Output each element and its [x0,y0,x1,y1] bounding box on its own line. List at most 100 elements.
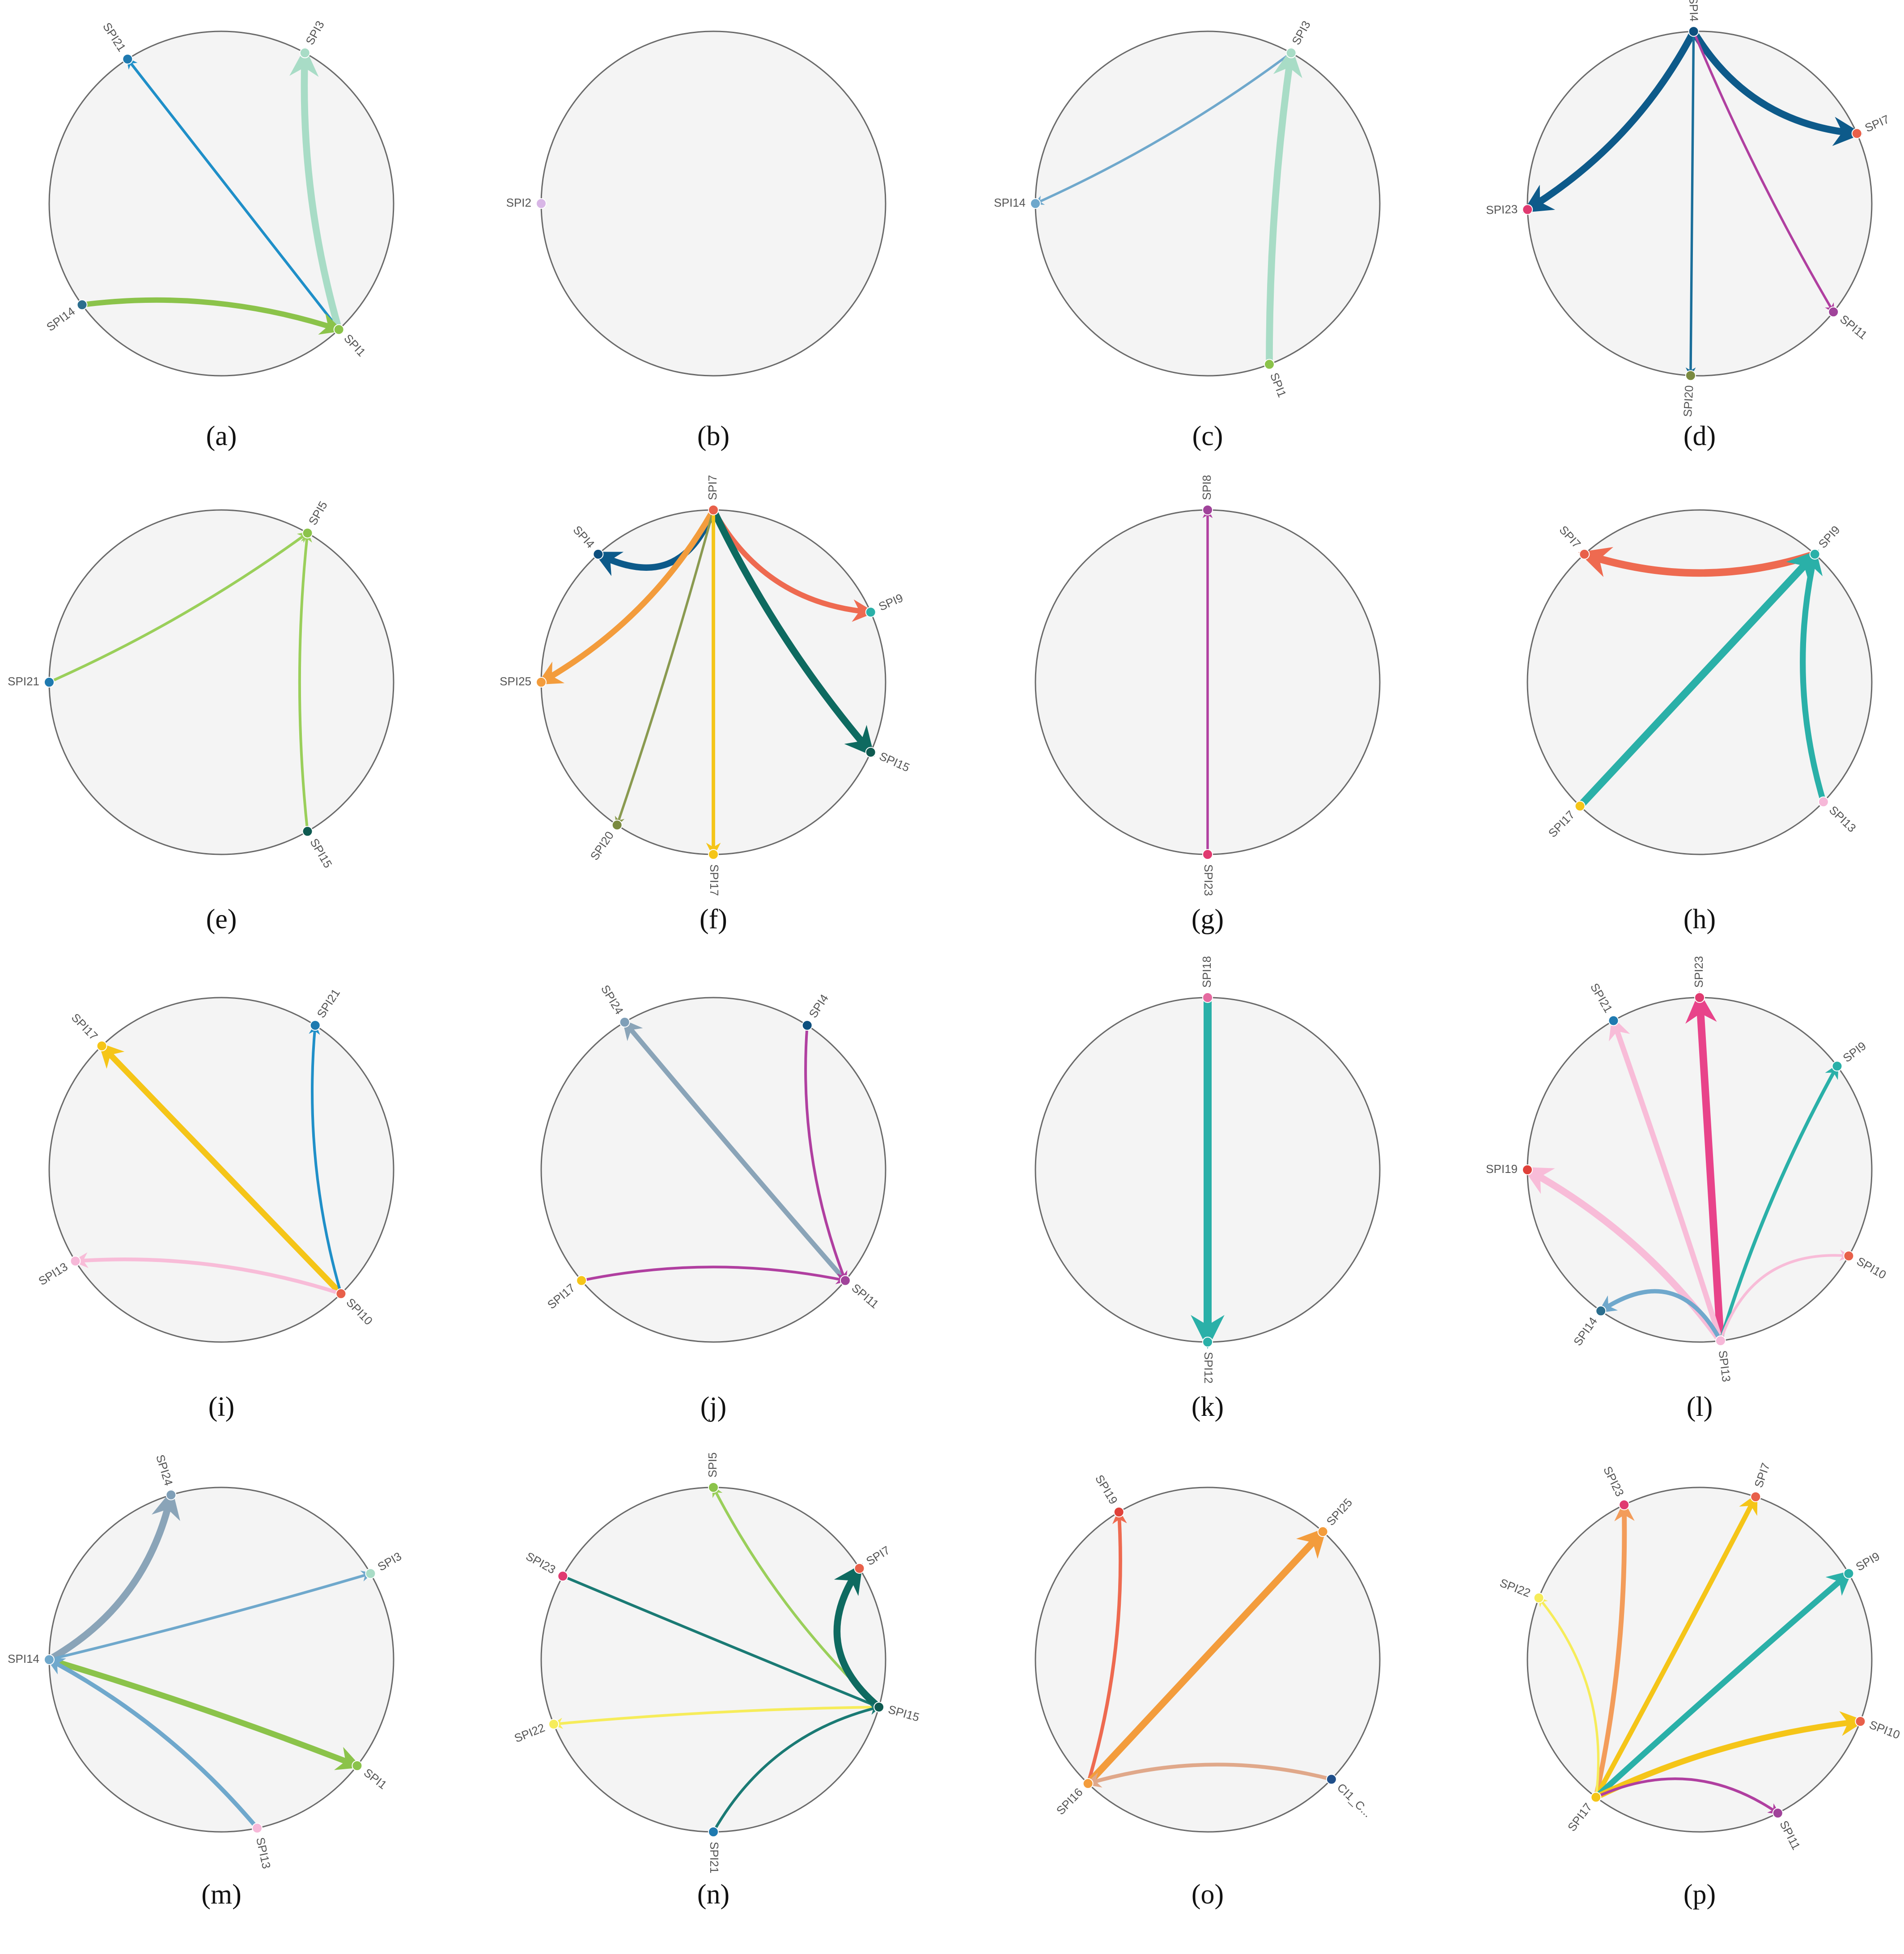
edge-SPI7-to-SPI15 [710,506,875,757]
edge-group [1537,1493,1866,1814]
node-label: SPI13 [1716,1350,1733,1383]
node-SPI17 [1574,800,1586,811]
edge-SPI17-to-SPI9 [1576,549,1819,810]
edge-group [79,47,343,335]
node-SPI3 [1285,47,1297,59]
node-SPI10 [1843,1250,1854,1262]
edge-SPI4-to-SPI7 [1690,28,1863,146]
node-SPI25 [1317,1526,1328,1537]
node-label: SPI4 [806,992,831,1020]
node-label: SPI23 [1692,956,1705,988]
node-label: SPI10 [1867,1718,1902,1742]
node-label: SPI3 [1289,18,1313,47]
edge-SPI4-to-SPI11 [804,1024,848,1283]
panel-caption: (b) [697,421,729,451]
edge-group [537,506,875,858]
node-SPI23 [1619,1499,1630,1510]
node-label: SPI14 [8,1652,39,1665]
node-SPI25 [536,677,547,688]
edge-SPI1-to-SPI21 [126,57,340,331]
panel-h: SPI7 SPI9 SPI17 SPI13 (h) [1527,509,1873,935]
node-SPI17 [1590,1792,1602,1803]
edge-SPI14-to-SPI24 [46,1489,180,1663]
edge-SPI17-to-SPI11 [1594,1777,1780,1814]
node-label: SPI20 [588,829,616,862]
node-label: SPI13 [1827,803,1859,835]
node-label: SPI20 [1681,385,1696,417]
node-SPI1 [1264,359,1275,370]
node-SPI11 [1828,306,1839,318]
node-label: SPI9 [1853,1549,1882,1573]
edge-SPI4-to-SPI23 [1522,28,1697,213]
edge-SPI13-to-SPI9 [1719,1063,1839,1342]
node-SPI3 [365,1568,376,1579]
node-label: SPI25 [500,675,531,688]
panel-caption: (h) [1683,904,1716,935]
node-label: SPI24 [153,1453,175,1487]
edge-SPI15-to-SPI22 [551,1706,881,1729]
node-SPI18 [1202,992,1213,1003]
node-SPI20 [611,820,623,831]
panel-e: SPI5 SPI21 SPI15 (e) [8,499,394,935]
node-label: SPI21 [1588,981,1615,1015]
panel-g: SPI8 SPI23 (g) [1035,475,1381,935]
node-SPI14 [1030,198,1041,209]
node-label: CI1_C... [1335,1780,1374,1820]
node-SPI11 [1772,1808,1783,1818]
node-label: SPI1 [341,331,368,359]
node-SPI21 [122,54,133,65]
panel-caption: (d) [1683,421,1716,451]
panel-m: SPI24 SPI3 SPI14 SPI1 SPI13 (m) [8,1453,404,1910]
node-SPI5 [302,527,313,539]
node-SPI7 [708,505,719,515]
edge-SPI10-to-SPI17 [98,1042,344,1297]
node-SPI13 [252,1822,263,1834]
node-SPI4 [801,1020,813,1031]
node-SPI11 [840,1275,851,1286]
edge-SPI17-to-SPI11 [580,1266,848,1284]
node-label: SPI21 [8,675,39,688]
chord-circle [48,509,394,855]
node-SPI19 [1522,1164,1533,1175]
edge-SPI10-to-SPI13 [72,1252,343,1296]
node-label: SPI12 [1202,1352,1215,1384]
edge-SPI17-to-SPI9 [1593,1570,1853,1801]
edge-SPI4-to-SPI11 [1692,30,1835,314]
panel-caption: (l) [1687,1392,1713,1422]
edge-CI1_C...-to-SPI16 [1085,1763,1334,1788]
node-label: SPI13 [36,1260,70,1288]
chord-circle [1035,30,1381,377]
chord-circle [540,997,886,1343]
node-SPI4 [593,548,604,560]
node-SPI16 [1082,1778,1094,1789]
panel-f: SPI7 SPI4 SPI9 SPI25 SPI15 SPI20 SPI17 (f) [500,475,912,935]
panel-b: SPI2 (b) [506,30,886,451]
node-label: SPI23 [1202,864,1215,896]
panel-caption: (k) [1192,1392,1224,1422]
node-label: SPI23 [1486,202,1518,217]
chord-circle [540,30,886,377]
node-label: SPI9 [1840,1039,1869,1065]
edge-SPI9-to-SPI7 [1578,547,1819,577]
edge-SPI13-to-SPI14 [1598,1289,1723,1343]
edge-SPI23-to-SPI15 [561,1575,881,1709]
node-SPI15 [874,1702,885,1713]
node-label: SPI3 [303,18,327,47]
edge-SPI14-to-SPI3 [48,1571,373,1661]
edge-group [48,531,312,833]
panel-k: SPI18 SPI12 (k) [1035,956,1381,1422]
node-label: SPI24 [598,983,626,1017]
node-label: SPI8 [1200,475,1213,500]
node-SPI17 [96,1041,107,1052]
node-label: SPI11 [849,1281,882,1311]
node-SPI19 [1113,1507,1124,1517]
edge-SPI17-to-SPI23 [1593,1500,1635,1800]
chord-circle [48,1487,394,1833]
node-label: SPI22 [1498,1576,1532,1600]
node-label: SPI7 [864,1543,892,1568]
edge-group [551,1485,882,1833]
panel-n: SPI5 SPI23 SPI7 SPI22 SPI15 SPI21 (n) [513,1453,921,1910]
node-label: SPI23 [524,1549,558,1576]
node-label: SPI7 [1863,112,1891,135]
